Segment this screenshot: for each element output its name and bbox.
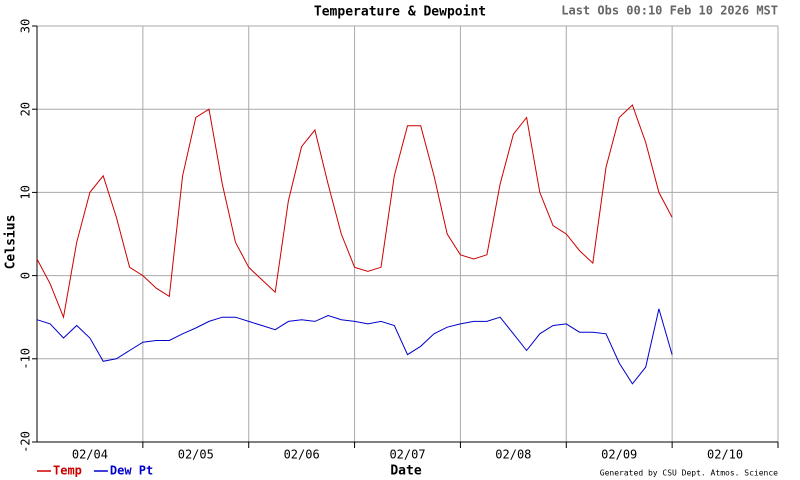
x-tick-label: 02/06 [284,448,320,462]
y-tick-label: -10 [19,348,33,370]
x-tick-label: 02/07 [389,448,425,462]
legend-label: Dew Pt [110,464,153,478]
y-tick-label: 20 [19,102,33,116]
x-tick-label: 02/09 [601,448,637,462]
x-tick-label: 02/04 [72,448,108,462]
y-axis-label: Celsius [4,215,19,270]
x-tick-label: 02/10 [707,448,743,462]
last-obs: Last Obs 00:10 Feb 10 2026 MST [561,4,778,18]
x-tick-label: 02/05 [178,448,214,462]
legend-label: Temp [53,464,82,478]
series-line [36,308,673,385]
x-axis-label: Date [390,464,421,479]
y-tick-label: -20 [19,431,33,453]
y-tick-label: 10 [19,185,33,199]
x-tick-label: 02/08 [495,448,531,462]
footer: Generated by CSU Dept. Atmos. Science [600,469,778,478]
series-line [36,104,673,320]
y-tick-label: 30 [19,19,33,33]
y-tick-label: 0 [19,272,33,279]
chart-title: Temperature & Dewpoint [314,5,486,20]
